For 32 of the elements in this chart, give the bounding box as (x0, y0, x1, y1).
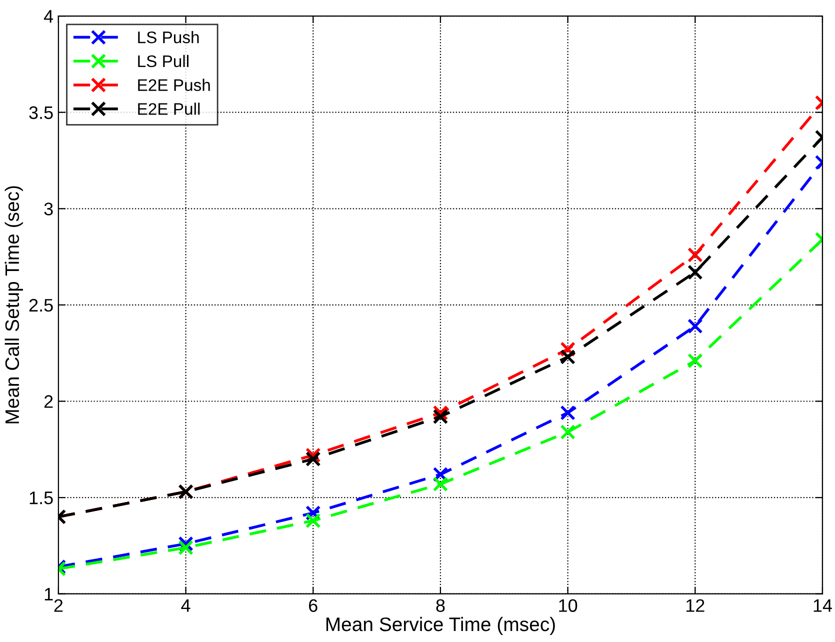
point (560, 424, 576, 440)
y-tick-label: 1.5 (30, 492, 53, 504)
y-tick-label: 1 (44, 588, 53, 600)
x-tick-label: 10 (559, 599, 578, 612)
y-tick-label: 2 (44, 395, 53, 408)
point (178, 540, 194, 556)
legend-label: LS Pull (138, 54, 188, 68)
x-axis-title: Mean Service Time (msec) (326, 616, 555, 636)
x-tick-label: 14 (814, 599, 832, 612)
point (432, 476, 448, 492)
legend-label: LS Push (138, 31, 199, 44)
point (305, 513, 321, 528)
point (560, 405, 576, 420)
legend-label: E2E Pull (138, 102, 200, 115)
x-tick-label: 12 (686, 599, 704, 612)
y-axis-title: Mean Call Setup Time (sec) (4, 186, 23, 424)
point (687, 247, 703, 263)
x-tick-label: 4 (181, 599, 190, 612)
point (560, 349, 576, 365)
legend-label: E2E Push (138, 78, 210, 92)
x-tick-label: 6 (309, 599, 318, 612)
point (687, 318, 703, 334)
y-tick-label: 2.5 (29, 298, 53, 312)
point (305, 451, 321, 467)
x-tick-label: 8 (436, 599, 445, 612)
x-tick-label: 2 (54, 599, 63, 612)
y-tick-label: 3.5 (29, 106, 53, 120)
y-tick-label: 4 (44, 10, 54, 23)
point (687, 353, 703, 368)
point (687, 264, 703, 280)
y-tick-label: 3 (44, 202, 53, 216)
point (432, 409, 448, 424)
